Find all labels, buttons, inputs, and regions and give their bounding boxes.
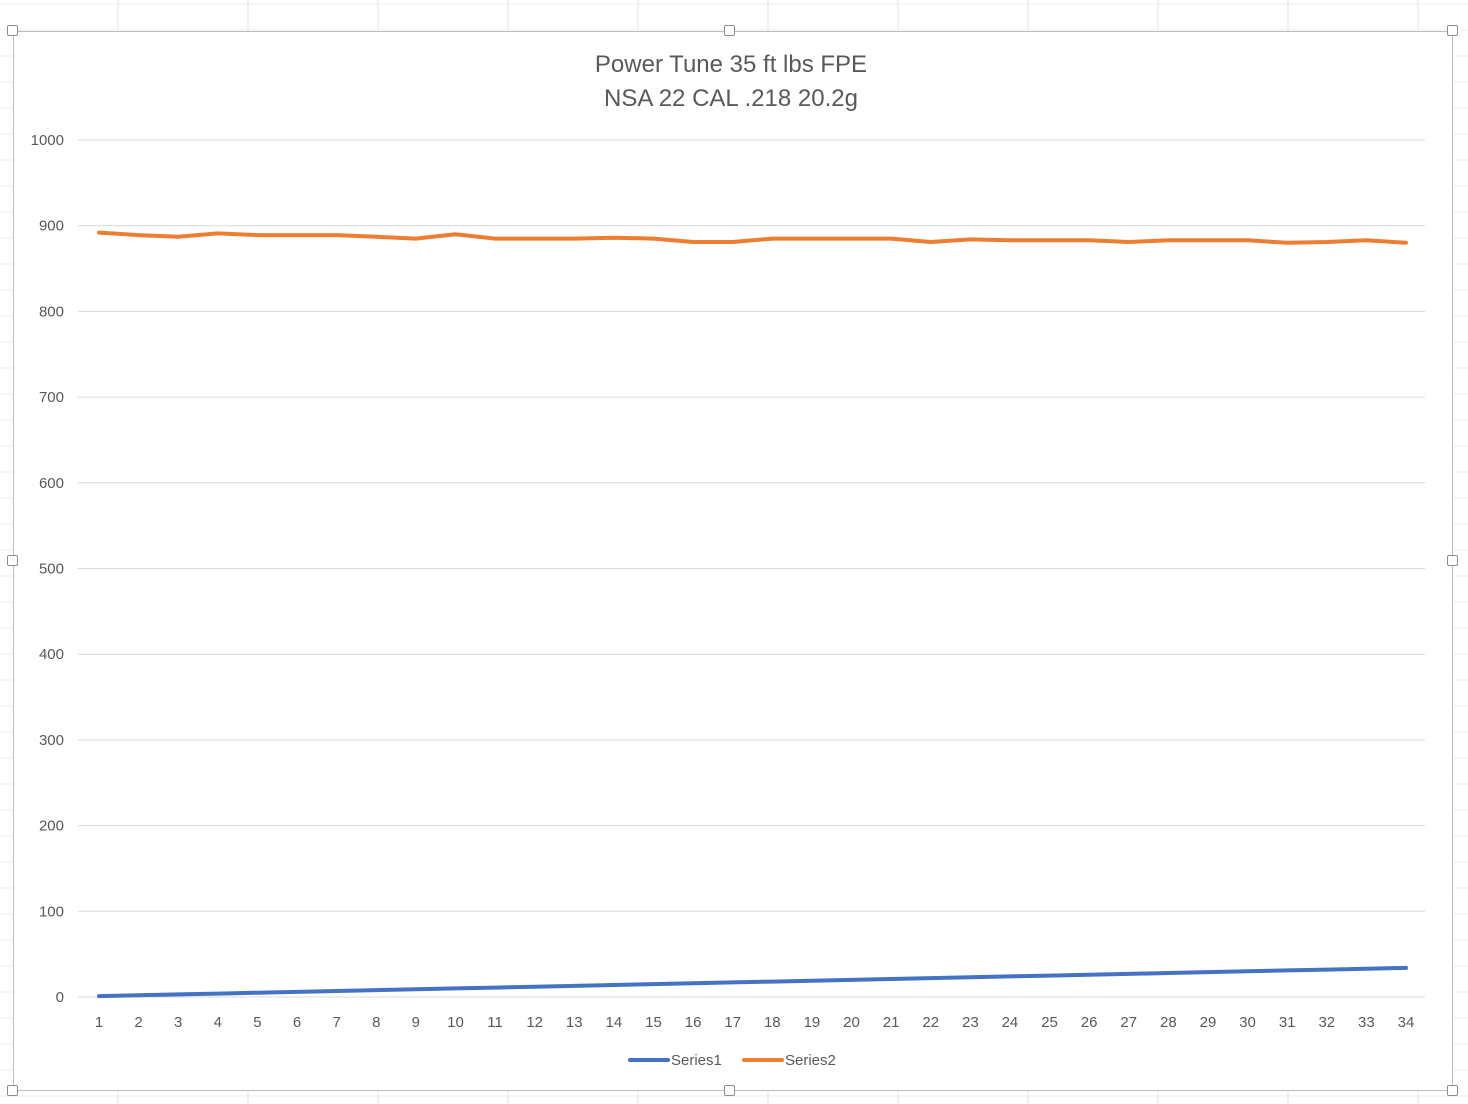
legend-label-series1[interactable]: Series1: [671, 1052, 722, 1069]
x-tick-label: 18: [764, 1014, 781, 1031]
x-tick-label: 4: [214, 1014, 222, 1031]
x-tick-label: 1: [95, 1014, 103, 1031]
x-tick-label: 31: [1279, 1014, 1296, 1031]
chart-area[interactable]: [13, 31, 1453, 1091]
x-tick-label: 27: [1120, 1014, 1137, 1031]
resize-handle-top-right[interactable]: [1447, 25, 1458, 36]
y-tick-label: 0: [56, 989, 64, 1006]
x-tick-label: 6: [293, 1014, 301, 1031]
x-tick-label: 7: [332, 1014, 340, 1031]
y-tick-label: 100: [39, 903, 64, 920]
x-tick-label: 2: [134, 1014, 142, 1031]
x-tick-label: 12: [526, 1014, 543, 1031]
y-tick-label: 900: [39, 218, 64, 235]
y-tick-label: 500: [39, 561, 64, 578]
x-tick-label: 9: [412, 1014, 420, 1031]
resize-handle-bottom-right[interactable]: [1447, 1085, 1458, 1096]
y-tick-label: 600: [39, 475, 64, 492]
y-tick-label: 700: [39, 389, 64, 406]
x-tick-label: 33: [1358, 1014, 1375, 1031]
x-tick-label: 5: [253, 1014, 261, 1031]
x-tick-label: 10: [447, 1014, 464, 1031]
x-tick-label: 16: [685, 1014, 702, 1031]
x-tick-label: 3: [174, 1014, 182, 1031]
y-tick-label: 1000: [31, 132, 64, 149]
x-tick-label: 25: [1041, 1014, 1058, 1031]
y-tick-label: 400: [39, 646, 64, 663]
resize-handle-bottom-center[interactable]: [724, 1085, 735, 1096]
y-tick-label: 200: [39, 818, 64, 835]
x-tick-label: 32: [1318, 1014, 1335, 1031]
series-line-series2[interactable]: [97, 230, 1408, 245]
resize-handle-middle-left[interactable]: [7, 555, 18, 566]
x-tick-label: 17: [724, 1014, 741, 1031]
x-tick-label: 13: [566, 1014, 583, 1031]
x-tick-label: 15: [645, 1014, 662, 1031]
x-tick-label: 19: [804, 1014, 821, 1031]
chart-title-line-1: Power Tune 35 ft lbs FPE: [595, 51, 867, 78]
x-tick-label: 23: [962, 1014, 979, 1031]
y-tick-label: 300: [39, 732, 64, 749]
x-tick-label: 30: [1239, 1014, 1256, 1031]
x-tick-label: 11: [487, 1014, 503, 1031]
resize-handle-top-center[interactable]: [724, 25, 735, 36]
resize-handle-bottom-left[interactable]: [7, 1085, 18, 1096]
legend-label-series2[interactable]: Series2: [785, 1052, 836, 1069]
x-tick-label: 14: [606, 1014, 623, 1031]
x-tick-label: 21: [883, 1014, 900, 1031]
resize-handle-top-left[interactable]: [7, 25, 18, 36]
x-tick-label: 34: [1398, 1014, 1415, 1031]
chart-title-line-2: NSA 22 CAL .218 20.2g: [604, 85, 858, 112]
series-line-series1[interactable]: [97, 965, 1408, 999]
y-tick-label: 800: [39, 303, 64, 320]
x-tick-label: 26: [1081, 1014, 1098, 1031]
x-tick-label: 8: [372, 1014, 380, 1031]
x-tick-label: 24: [1002, 1014, 1019, 1031]
x-tick-label: 28: [1160, 1014, 1177, 1031]
x-tick-label: 29: [1200, 1014, 1217, 1031]
resize-handle-middle-right[interactable]: [1447, 555, 1458, 566]
x-tick-label: 22: [922, 1014, 939, 1031]
x-tick-label: 20: [843, 1014, 860, 1031]
